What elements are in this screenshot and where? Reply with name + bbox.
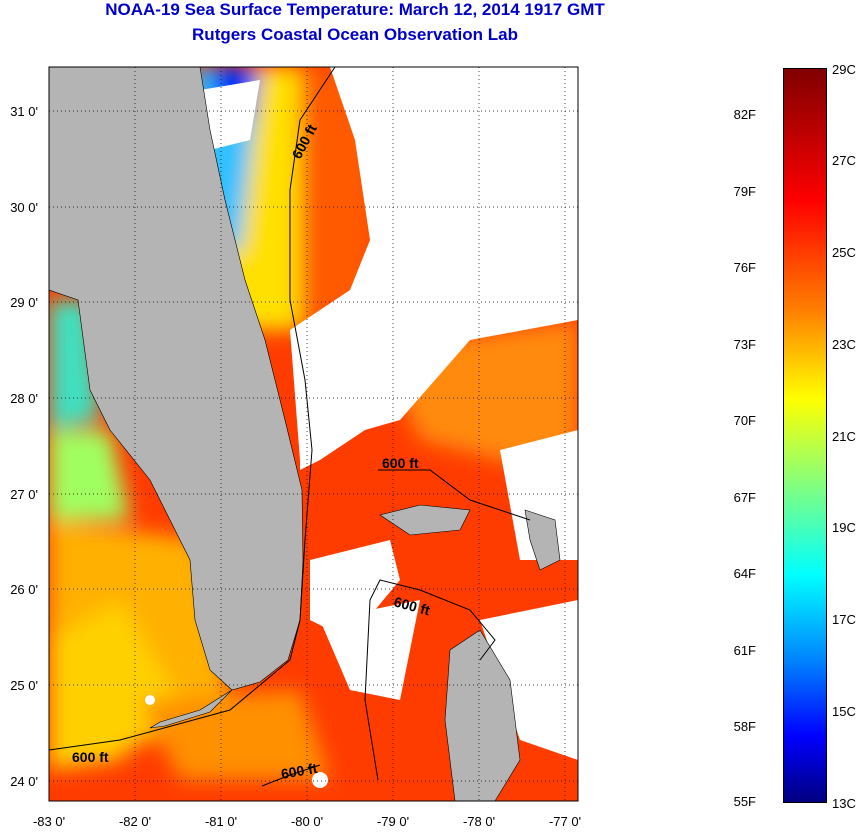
svg-text:31 0': 31 0' <box>10 104 38 119</box>
svg-text:-83 0': -83 0' <box>33 814 65 829</box>
contour-label: 600 ft <box>72 749 109 765</box>
svg-text:27 0': 27 0' <box>10 487 38 502</box>
land <box>49 67 561 801</box>
contour-label: 600 ft <box>382 455 419 471</box>
lat-axis: 31 0' 30 0' 29 0' 28 0' 27 0' 26 0' 25 0… <box>10 104 38 789</box>
florida-keys <box>149 689 233 729</box>
abaco <box>524 509 561 571</box>
temperature-colorbar <box>783 68 827 803</box>
svg-text:-80 0': -80 0' <box>291 814 323 829</box>
florida <box>49 67 304 691</box>
svg-text:-81 0': -81 0' <box>205 814 237 829</box>
contour-label: 600 ft <box>280 760 319 782</box>
svg-text:25 0': 25 0' <box>10 678 38 693</box>
andros <box>444 629 521 801</box>
svg-text:30 0': 30 0' <box>10 200 38 215</box>
svg-text:26 0': 26 0' <box>10 582 38 597</box>
grand-bahama <box>379 504 471 536</box>
clouds <box>145 67 578 788</box>
svg-text:-82 0': -82 0' <box>119 814 151 829</box>
svg-text:28 0': 28 0' <box>10 391 38 406</box>
graticule <box>49 67 578 801</box>
sst-map: 600 ft 600 ft 600 ft 600 ft 600 ft 31 0'… <box>10 66 581 829</box>
svg-text:24 0': 24 0' <box>10 774 38 789</box>
map-title: NOAA-19 Sea Surface Temperature: March 1… <box>105 0 605 19</box>
svg-text:-79 0': -79 0' <box>377 814 409 829</box>
svg-text:-78 0': -78 0' <box>463 814 495 829</box>
lon-axis: -83 0' -82 0' -81 0' -80 0' -79 0' -78 0… <box>33 814 581 829</box>
map-frame <box>48 66 579 802</box>
map-subtitle: Rutgers Coastal Ocean Observation Lab <box>192 25 518 44</box>
svg-text:29 0': 29 0' <box>10 295 38 310</box>
600ft-contours <box>49 67 531 787</box>
svg-text:-77 0': -77 0' <box>549 814 581 829</box>
